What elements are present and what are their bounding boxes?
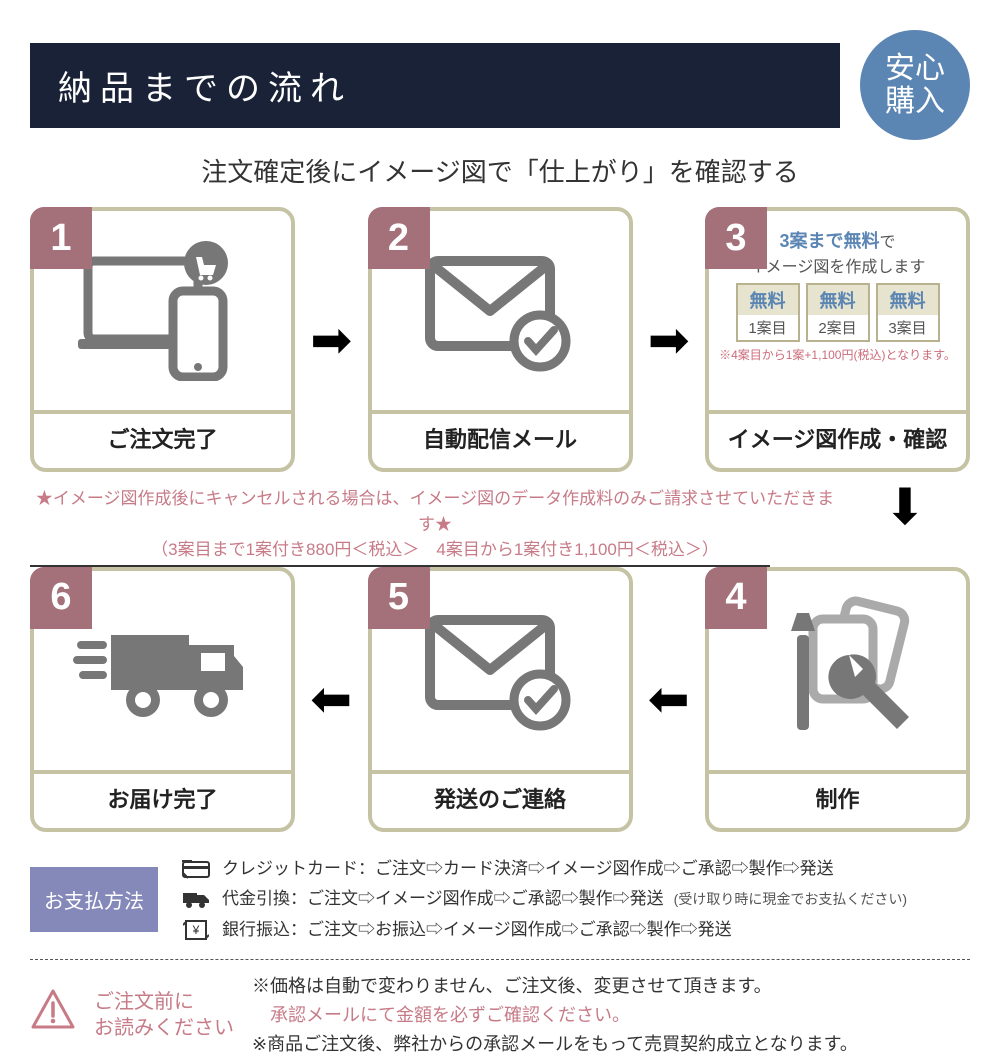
plan-box-2: 無料 2案目 [806, 283, 870, 342]
step3-headline: 3案まで無料で イメージ図を作成します [750, 227, 926, 277]
cancel-note: ★イメージ図作成後にキャンセルされる場合は、イメージ図のデータ作成料のみご請求さ… [30, 486, 840, 567]
arrow-left-icon: ⬅ [648, 670, 690, 728]
step-card-2: 2 自動配信メール [368, 207, 633, 472]
step3-highlight: 3案まで無料 [779, 231, 879, 251]
payment-block: お支払方法 クレジットカード：ご注文⇨カード決済⇨イメージ図作成⇨ご承認⇨製作⇨… [30, 854, 970, 961]
warning-icon [30, 987, 76, 1043]
page-title: 納品までの流れ [30, 43, 840, 128]
plan-footnote: ※4案目から1案+1,100円(税込)となります。 [719, 346, 956, 363]
step-label-2: 自動配信メール [372, 410, 629, 468]
subtitle: 注文確定後にイメージ図で「仕上がり」を確認する [30, 152, 970, 189]
payment-method-bank: ¥ 銀行振込：ご注文⇨お振込⇨イメージ図作成⇨ご承認⇨製作⇨発送 [180, 915, 907, 946]
step-num-4: 4 [705, 567, 767, 629]
step-num-1: 1 [30, 207, 92, 269]
plan-boxes: 無料 1案目 無料 2案目 無料 3案目 [736, 283, 940, 342]
arrow-right-icon: ➡ [648, 311, 690, 369]
bank-transfer-icon: ¥ [180, 919, 212, 941]
cod-truck-icon [180, 889, 212, 909]
arrow-right-icon: ➡ [310, 311, 352, 369]
step-num-3: 3 [705, 207, 767, 269]
header: 納品までの流れ 安心 購入 [30, 30, 970, 140]
plan-box-1: 無料 1案目 [736, 283, 800, 342]
step-label-5: 発送のご連絡 [372, 770, 629, 828]
step-card-4: 4 制作 [705, 567, 970, 832]
read-before-text: ※価格は自動で変わりません、ご注文後、変更させて頂きます。 承認メールにて金額を… [252, 972, 858, 1058]
trust-badge-line2: 購入 [885, 85, 945, 118]
read-before-block: ご注文前に お読みください ※価格は自動で変わりません、ご注文後、変更させて頂き… [30, 972, 970, 1058]
step-num-5: 5 [368, 567, 430, 629]
credit-card-icon [180, 859, 212, 879]
step-num-2: 2 [368, 207, 430, 269]
payment-badge: お支払方法 [30, 867, 158, 932]
step-label-4: 制作 [709, 770, 966, 828]
payment-methods: クレジットカード：ご注文⇨カード決済⇨イメージ図作成⇨ご承認⇨製作⇨発送 代金引… [180, 854, 907, 946]
trust-badge-line1: 安心 [885, 52, 945, 85]
step-card-5: 5 発送のご連絡 [368, 567, 633, 832]
payment-method-credit: クレジットカード：ご注文⇨カード決済⇨イメージ図作成⇨ご承認⇨製作⇨発送 [180, 854, 907, 885]
step-label-6: お届け完了 [34, 770, 291, 828]
step-label-3: イメージ図作成・確認 [709, 410, 966, 468]
step-card-3: 3 3案まで無料で イメージ図を作成します 無料 1案目 無料 2案目 無料 3… [705, 207, 970, 472]
step-label-1: ご注文完了 [34, 410, 291, 468]
plan-box-3: 無料 3案目 [876, 283, 940, 342]
svg-text:¥: ¥ [192, 923, 200, 937]
trust-badge: 安心 購入 [860, 30, 970, 140]
payment-method-cod: 代金引換：ご注文⇨イメージ図作成⇨ご承認⇨製作⇨発送 (受け取り時に現金でお支払… [180, 884, 907, 915]
flow-row-bottom: 6 お届け完了 ⬅ 5 発送のご連絡 ⬅ [30, 567, 970, 832]
step-num-6: 6 [30, 567, 92, 629]
arrow-left-icon: ⬅ [310, 670, 352, 728]
flow-row-top: 1 ご注文完了 ➡ 2 自動配信メール ➡ [30, 207, 970, 472]
arrow-down-icon: ⬇ [840, 472, 970, 536]
step-card-6: 6 お届け完了 [30, 567, 295, 832]
step-card-1: 1 ご注文完了 [30, 207, 295, 472]
step3-subline: イメージ図を作成します [750, 259, 926, 276]
read-before-label: ご注文前に お読みください [94, 989, 234, 1041]
